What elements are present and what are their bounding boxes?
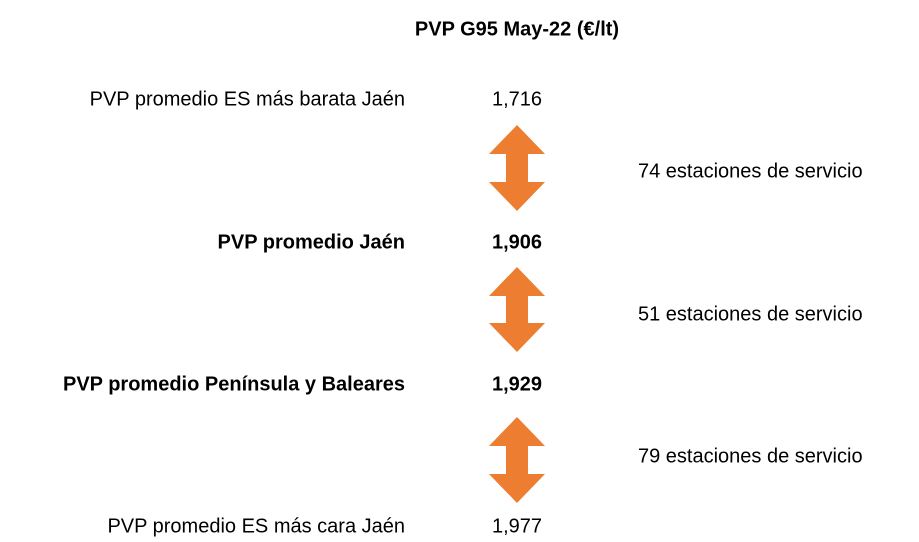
gap-label: 74 estaciones de servicio — [638, 160, 863, 182]
row-label: PVP promedio ES más cara Jaén — [107, 515, 405, 537]
double-arrow — [489, 417, 545, 503]
row-value: 1,906 — [492, 231, 542, 253]
row-label: PVP promedio ES más barata Jaén — [90, 88, 405, 110]
double-arrow — [489, 267, 545, 352]
row-label: PVP promedio Jaén — [218, 231, 405, 253]
gap-label: 79 estaciones de servicio — [638, 445, 863, 467]
row-value: 1,716 — [492, 88, 542, 110]
row-value: 1,977 — [492, 515, 542, 537]
row-value: 1,929 — [492, 373, 542, 395]
arrows — [489, 125, 545, 503]
gap-label: 51 estaciones de servicio — [638, 303, 863, 325]
double-arrow — [489, 125, 545, 211]
title: PVP G95 May-22 (€/lt) — [415, 18, 619, 40]
row-label: PVP promedio Península y Baleares — [63, 373, 405, 395]
